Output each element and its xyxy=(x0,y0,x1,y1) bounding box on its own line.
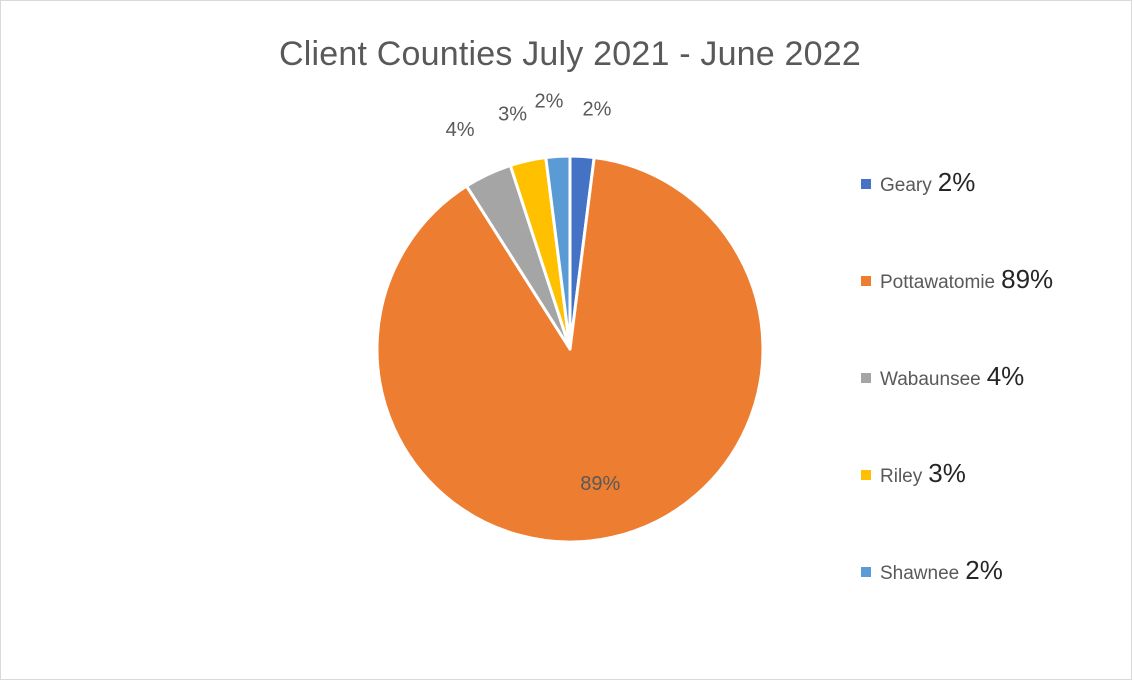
legend-swatch-pottawatomie xyxy=(861,276,871,286)
legend-percent: 4% xyxy=(986,361,1025,391)
legend-percent: 2% xyxy=(965,555,1003,585)
legend-percent: 2% xyxy=(937,167,976,197)
chart-title: Client Counties July 2021 - June 2022 xyxy=(279,35,861,73)
data-label-wabaunsee: 4% xyxy=(446,119,475,141)
data-label-riley: 3% xyxy=(498,103,527,125)
legend-item-geary: Geary 2% xyxy=(861,167,975,198)
legend-label: Pottawatomie xyxy=(880,272,996,293)
legend-swatch-shawnee xyxy=(861,567,871,577)
pie-slice-shawnee xyxy=(544,154,572,351)
legend-item-shawnee: Shawnee 2% xyxy=(861,555,1003,586)
legend-percent: 89% xyxy=(1001,264,1054,294)
legend-item-pottawatomie: Pottawatomie 89% xyxy=(861,264,1053,295)
legend-label: Shawnee xyxy=(880,563,960,584)
legend-label: Geary xyxy=(880,175,932,196)
legend-swatch-wabaunsee xyxy=(861,373,871,383)
legend-item-riley: Riley 3% xyxy=(861,458,966,489)
legend-percent: 3% xyxy=(928,458,966,488)
legend-label: Wabaunsee xyxy=(880,369,981,390)
data-label-geary: 2% xyxy=(583,98,612,120)
legend-swatch-riley xyxy=(861,470,871,480)
legend-swatch-geary xyxy=(861,179,871,189)
data-label-pottawatomie: 89% xyxy=(580,473,620,495)
legend-label: Riley xyxy=(880,466,923,487)
legend-item-wabaunsee: Wabaunsee 4% xyxy=(861,361,1024,392)
data-label-shawnee: 2% xyxy=(535,90,564,112)
